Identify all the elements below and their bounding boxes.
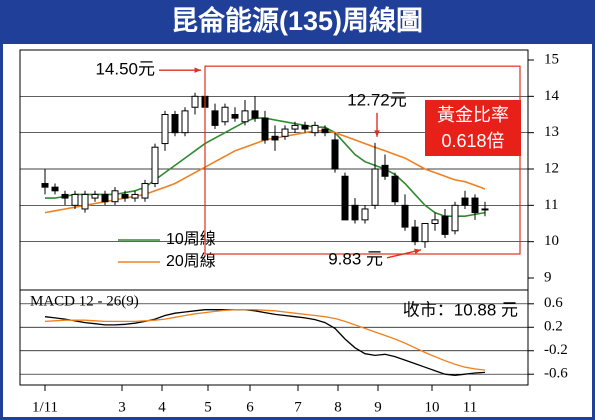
close-label: 收市：10.88 元 <box>403 300 518 319</box>
legend-label: 10周線 <box>166 230 216 248</box>
candle-body <box>211 110 219 126</box>
y-tick-label: 0.2 <box>544 319 563 335</box>
candle-body <box>441 215 449 235</box>
annotation-label: 12.72元 <box>347 90 407 109</box>
fib-range <box>204 65 521 255</box>
y-tick-label: 14 <box>544 88 560 104</box>
x-tick-label: 7 <box>294 399 302 415</box>
candle-body <box>291 124 299 130</box>
candle-body <box>321 128 329 134</box>
candle-body <box>271 135 279 141</box>
candle-body <box>131 193 139 199</box>
candle-body <box>401 204 409 228</box>
candle-body <box>121 193 129 199</box>
candle-body <box>81 193 89 210</box>
candle-body <box>371 168 379 206</box>
x-tick-label: 8 <box>334 399 342 415</box>
y-tick-label: 11 <box>544 197 558 213</box>
candle-body <box>231 114 239 119</box>
candle-body <box>361 208 369 221</box>
candle-body <box>51 186 59 192</box>
chart-title: 昆侖能源(135)周線圖 <box>171 5 423 36</box>
x-tick-label: 4 <box>158 399 166 415</box>
candle-body <box>191 95 199 108</box>
y-tick-label: 10 <box>544 233 559 249</box>
y-tick-label: -0.6 <box>544 366 568 382</box>
x-tick-label: 9 <box>374 399 382 415</box>
y-tick-label: 12 <box>544 160 559 176</box>
candle-body <box>251 110 259 119</box>
candle-body <box>421 223 429 243</box>
ratio-value: 0.618倍 <box>441 131 504 151</box>
candle-body <box>71 193 79 206</box>
y-tick-label: 13 <box>544 124 559 140</box>
candle-body <box>151 146 159 185</box>
candle-body <box>221 106 229 123</box>
y-tick-label: 9 <box>544 269 552 285</box>
candle-body <box>391 175 399 203</box>
candle-body <box>481 208 489 211</box>
candle-body <box>101 193 109 203</box>
arrow-head <box>414 248 421 254</box>
candle-body <box>451 204 459 232</box>
candle-body <box>281 128 289 137</box>
ratio-title: 黃金比率 <box>437 105 509 125</box>
candle-body <box>311 124 319 134</box>
candle-body <box>261 117 269 141</box>
annotation-label: 14.50元 <box>95 60 155 79</box>
candle-body <box>341 175 349 221</box>
x-tick-label: 6 <box>246 399 254 415</box>
candle-body <box>61 193 69 199</box>
arrow-head <box>374 130 380 137</box>
candle-body <box>431 219 439 225</box>
line-series <box>44 309 486 371</box>
candle-body <box>111 190 119 203</box>
candle-body <box>91 193 99 199</box>
candle-body <box>241 110 249 123</box>
y-tick-label: 0.6 <box>544 295 563 311</box>
candle-body <box>331 139 339 170</box>
candle-body <box>41 183 49 188</box>
candle-body <box>161 114 169 145</box>
x-tick-label: 10 <box>425 399 440 415</box>
candle-body <box>171 114 179 134</box>
candle-body <box>411 226 419 243</box>
candle-body <box>471 197 479 214</box>
candle-body <box>461 197 469 206</box>
x-tick-label: 3 <box>118 399 126 415</box>
legend-label: 20周線 <box>166 252 216 270</box>
x-tick-label: 1/11 <box>32 399 58 415</box>
candle-body <box>351 204 359 221</box>
candle-body <box>381 164 389 177</box>
annotation-label: 9.83 元 <box>328 249 383 268</box>
x-tick-label: 11 <box>463 399 477 415</box>
candle-body <box>301 124 309 130</box>
x-tick-label: 5 <box>204 399 212 415</box>
ratio-box <box>425 100 521 156</box>
candle-body <box>141 183 149 199</box>
y-tick-label: 15 <box>544 51 559 67</box>
candle-body <box>181 110 189 134</box>
arrow-head <box>194 67 201 73</box>
macd-title: MACD 12 - 26(9) <box>30 293 139 309</box>
line-series <box>44 309 486 377</box>
title-banner <box>0 0 595 44</box>
y-tick-label: -0.2 <box>544 342 568 358</box>
